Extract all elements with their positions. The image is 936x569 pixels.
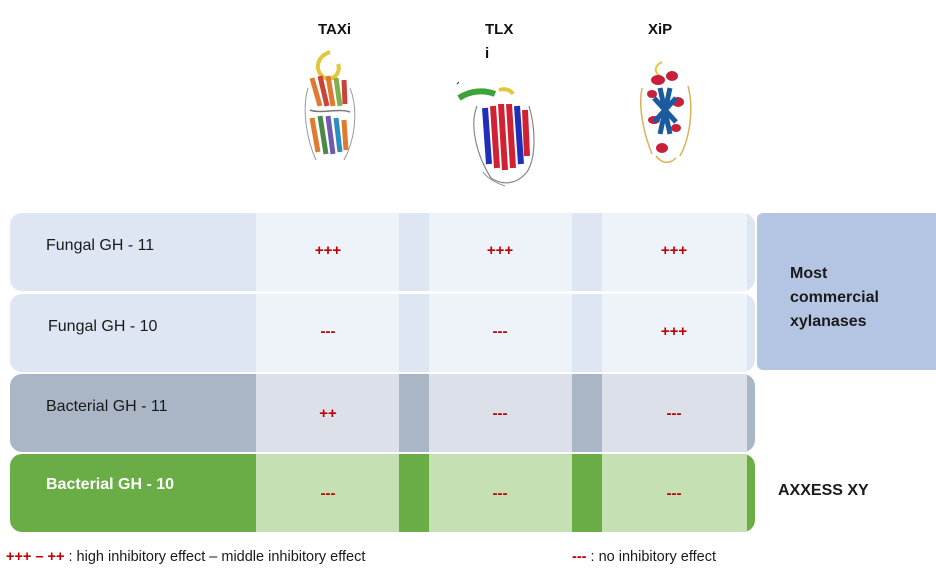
row-label-bacterial-gh10: Bacterial GH - 10 bbox=[46, 476, 175, 493]
cell-background-tlxi bbox=[429, 213, 572, 291]
column-header-xip: XiP bbox=[648, 21, 673, 38]
table-row-fungal-gh11 bbox=[10, 213, 755, 291]
cell-background-taxi bbox=[256, 213, 399, 291]
value-bacterial-gh11-xip: --- bbox=[666, 405, 682, 422]
value-fungal-gh10-xip: +++ bbox=[660, 323, 688, 340]
column-header-taxi: TAXi bbox=[318, 21, 352, 38]
legend-middle-symbol: ++ bbox=[47, 549, 65, 565]
column-header-tlxi-line2: i bbox=[485, 45, 490, 62]
cell-background-xip bbox=[602, 294, 747, 372]
value-bacterial-gh10-xip: --- bbox=[666, 485, 682, 502]
value-bacterial-gh10-taxi: --- bbox=[320, 485, 336, 502]
legend-none-symbol: --- bbox=[572, 549, 587, 565]
row-label-fungal-gh10: Fungal GH - 10 bbox=[48, 318, 158, 335]
cell-background-tlxi bbox=[429, 294, 572, 372]
most-commercial-label-line2: commercial bbox=[790, 289, 879, 306]
cell-background-xip bbox=[602, 374, 747, 452]
row-label-bacterial-gh11: Bacterial GH - 11 bbox=[46, 398, 168, 415]
legend-dash: – bbox=[31, 549, 48, 565]
value-bacterial-gh11-taxi: ++ bbox=[319, 405, 337, 422]
column-header-tlxi-line1: TLX bbox=[485, 21, 514, 38]
cell-background-taxi bbox=[256, 294, 399, 372]
legend-none-text: : no inhibitory effect bbox=[586, 549, 717, 565]
value-fungal-gh11-taxi: +++ bbox=[314, 242, 342, 259]
value-bacterial-gh11-tlxi: --- bbox=[492, 405, 508, 422]
cell-background-taxi bbox=[256, 374, 399, 452]
table-row-bacterial-gh10 bbox=[10, 454, 755, 532]
cell-background-tlxi bbox=[429, 374, 572, 452]
cell-background-xip bbox=[602, 213, 747, 291]
value-fungal-gh10-taxi: --- bbox=[320, 323, 336, 340]
legend-none: --- : no inhibitory effect bbox=[572, 548, 716, 566]
row-label-fungal-gh11: Fungal GH - 11 bbox=[46, 237, 155, 254]
cell-background-xip bbox=[602, 454, 747, 532]
taxi-protein-structure-icon bbox=[304, 50, 356, 161]
cell-background-tlxi bbox=[429, 454, 572, 532]
table-row-fungal-gh10 bbox=[10, 294, 755, 372]
xip-protein-structure-icon bbox=[639, 61, 692, 163]
legend-high-text: : high inhibitory effect – middle inhibi… bbox=[64, 549, 366, 565]
tlxi-protein-structure-icon bbox=[456, 81, 535, 187]
axxess-xy-label: AXXESS XY bbox=[778, 482, 869, 499]
value-bacterial-gh10-tlxi: --- bbox=[492, 485, 508, 502]
value-fungal-gh11-xip: +++ bbox=[660, 242, 688, 259]
most-commercial-label-line3: xylanases bbox=[790, 313, 867, 330]
value-fungal-gh11-tlxi: +++ bbox=[486, 242, 514, 259]
most-commercial-label-line1: Most bbox=[790, 265, 828, 282]
most-commercial-xylanases-box bbox=[757, 213, 936, 370]
legend-high-symbol: +++ bbox=[6, 549, 32, 565]
legend-high-middle: +++ – ++ : high inhibitory effect – midd… bbox=[6, 548, 365, 566]
value-fungal-gh10-tlxi: --- bbox=[492, 323, 508, 340]
cell-background-taxi bbox=[256, 454, 399, 532]
table-row-bacterial-gh11 bbox=[10, 374, 755, 452]
